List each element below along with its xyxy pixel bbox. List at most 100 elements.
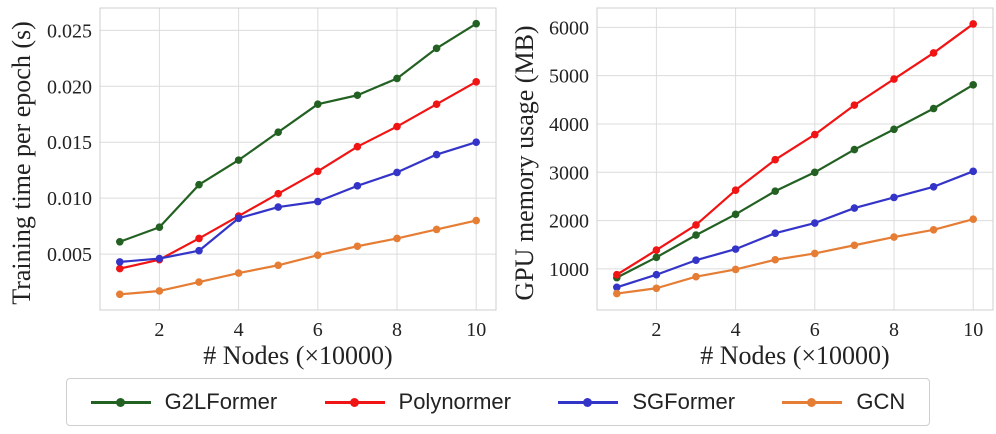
data-point-gcn bbox=[652, 284, 661, 293]
data-point-gcn bbox=[155, 287, 164, 295]
data-point-sgformer bbox=[432, 150, 441, 159]
data-point-polynormer bbox=[195, 234, 203, 243]
data-point-polynormer bbox=[353, 142, 362, 151]
data-point-sgformer bbox=[613, 283, 621, 292]
data-point-sgformer bbox=[811, 219, 819, 227]
y-tick-label: 0.025 bbox=[47, 20, 92, 42]
x-tick-label: 4 bbox=[234, 319, 244, 341]
data-point-sgformer bbox=[692, 256, 700, 265]
plot-frame bbox=[99, 7, 497, 311]
data-point-sgformer bbox=[969, 167, 977, 176]
legend-label-sgformer: SGFormer bbox=[632, 389, 736, 414]
series-line-g2lformer bbox=[119, 22, 477, 243]
data-point-gcn bbox=[432, 225, 441, 234]
data-point-gcn bbox=[969, 215, 977, 223]
series-line-sgformer bbox=[119, 141, 477, 263]
data-point-gcn bbox=[771, 255, 779, 264]
series-line-g2lformer bbox=[616, 83, 974, 279]
data-point-gcn bbox=[353, 242, 362, 251]
data-point-polynormer bbox=[692, 221, 700, 229]
data-point-gcn bbox=[472, 216, 481, 225]
data-point-g2lformer bbox=[969, 81, 977, 89]
data-point-polynormer bbox=[771, 155, 779, 164]
legend: G2LFormer Polynormer SGFormer GCN bbox=[66, 378, 930, 426]
legend-label-gcn: GCN bbox=[856, 389, 906, 414]
data-point-g2lformer bbox=[274, 128, 283, 136]
data-point-polynormer bbox=[116, 264, 124, 273]
legend-label-g2lformer: G2LFormer bbox=[164, 389, 278, 414]
legend-swatch-g2lformer bbox=[90, 397, 151, 407]
data-point-g2lformer bbox=[393, 74, 401, 83]
data-point-polynormer bbox=[890, 75, 898, 83]
plot-frame bbox=[596, 7, 994, 311]
legend-item-g2lformer: G2LFormer bbox=[90, 389, 278, 415]
data-point-gcn bbox=[890, 233, 898, 241]
training-time-chart: 2 4 6 8 10 0.005 0.010 0.015 0.020 0.025 # Nodes (… bbox=[7, 7, 497, 370]
y-tick-label: 0.020 bbox=[47, 76, 92, 98]
data-point-polynormer bbox=[613, 270, 621, 279]
data-point-g2lformer bbox=[116, 237, 124, 246]
data-point-g2lformer bbox=[652, 253, 661, 262]
data-point-gcn bbox=[692, 272, 700, 281]
y-tick-label: 6000 bbox=[549, 17, 589, 39]
series-line-polynormer bbox=[616, 23, 974, 276]
data-point-gcn bbox=[731, 265, 740, 274]
gpu-memory-chart: 2 4 6 8 10 1000 2000 3000 4000 5000 6000 # Nodes (×… bbox=[510, 7, 994, 370]
legend-item-gcn: GCN bbox=[782, 389, 905, 415]
x-tick-label: 2 bbox=[651, 319, 661, 341]
y-tick-label: 0.005 bbox=[47, 244, 92, 266]
data-point-sgformer bbox=[195, 246, 203, 255]
data-point-sgformer bbox=[771, 229, 779, 237]
data-point-gcn bbox=[195, 278, 203, 286]
x-tick-label: 6 bbox=[313, 319, 323, 341]
data-point-gcn bbox=[274, 261, 283, 270]
data-point-sgformer bbox=[155, 254, 164, 263]
data-point-sgformer bbox=[850, 204, 859, 212]
x-tick-label: 8 bbox=[392, 319, 402, 341]
data-point-polynormer bbox=[652, 246, 661, 254]
x-tick-label: 4 bbox=[731, 319, 741, 341]
data-point-sgformer bbox=[314, 197, 322, 206]
y-tick-label: 1000 bbox=[549, 259, 589, 281]
data-point-g2lformer bbox=[692, 231, 700, 239]
series-line-gcn bbox=[616, 218, 974, 295]
data-point-sgformer bbox=[353, 182, 362, 190]
data-point-sgformer bbox=[393, 168, 401, 177]
data-point-g2lformer bbox=[314, 100, 322, 108]
data-point-polynormer bbox=[274, 189, 283, 198]
x-axis-label: # Nodes (×10000) bbox=[203, 341, 392, 370]
y-axis-label: Training time per epoch (s) bbox=[7, 21, 36, 305]
x-tick-label: 2 bbox=[154, 319, 164, 341]
data-point-polynormer bbox=[314, 167, 322, 176]
data-point-sgformer bbox=[274, 203, 283, 211]
y-tick-label: 0.010 bbox=[47, 188, 92, 210]
x-tick-label: 8 bbox=[889, 319, 899, 341]
data-point-polynormer bbox=[929, 49, 938, 57]
y-tick-label: 3000 bbox=[549, 162, 589, 184]
data-point-g2lformer bbox=[771, 187, 779, 195]
data-point-g2lformer bbox=[195, 180, 203, 189]
data-point-sgformer bbox=[234, 214, 243, 223]
legend-swatch-sgformer bbox=[558, 397, 619, 407]
series-line-sgformer bbox=[616, 170, 974, 289]
data-point-polynormer bbox=[432, 100, 441, 108]
legend-swatch-polynormer bbox=[324, 397, 385, 407]
data-point-g2lformer bbox=[472, 19, 481, 28]
data-point-polynormer bbox=[393, 122, 401, 131]
series-line-gcn bbox=[119, 219, 477, 296]
charts-figure: 2 4 6 8 10 0.005 0.010 0.015 0.020 0.025 # Nodes (… bbox=[7, 7, 994, 370]
data-point-gcn bbox=[811, 249, 819, 258]
data-point-g2lformer bbox=[890, 125, 898, 134]
data-point-gcn bbox=[393, 234, 401, 243]
data-point-sgformer bbox=[116, 258, 124, 266]
y-tick-label: 2000 bbox=[549, 211, 589, 233]
data-point-sgformer bbox=[472, 138, 481, 147]
series-line-polynormer bbox=[119, 80, 477, 270]
data-point-gcn bbox=[116, 290, 124, 299]
data-point-g2lformer bbox=[850, 145, 859, 154]
data-point-g2lformer bbox=[731, 210, 740, 219]
x-tick-label: 6 bbox=[810, 319, 820, 341]
data-point-gcn bbox=[314, 251, 322, 259]
y-tick-label: 5000 bbox=[549, 66, 589, 88]
x-tick-label: 10 bbox=[963, 319, 983, 341]
